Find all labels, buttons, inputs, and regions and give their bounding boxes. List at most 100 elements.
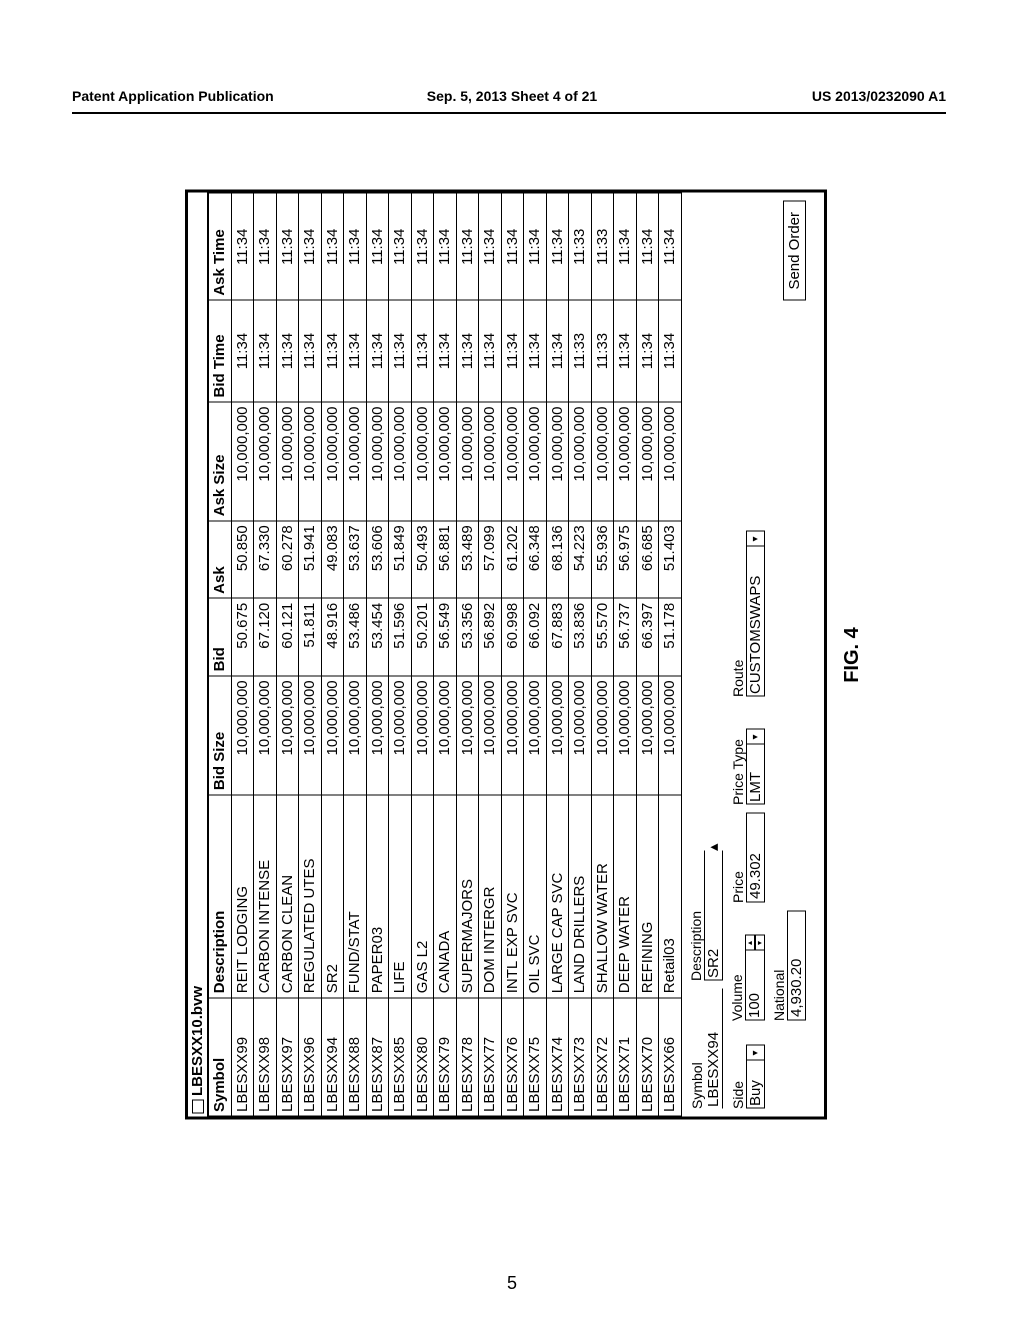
volume-down-icon[interactable]: ▾ (755, 935, 765, 951)
window-title: LBESXX10.bvw (189, 986, 206, 1096)
table-row[interactable]: LBESXX79CANADA10,000,00056.54956.88110,0… (434, 194, 457, 1117)
table-cell: 10,000,000 (479, 676, 502, 795)
table-cell: 10,000,000 (456, 676, 479, 795)
table-row[interactable]: LBESXX87PAPER0310,000,00053.45453.60610,… (366, 194, 389, 1117)
table-cell: 60.998 (501, 598, 524, 676)
table-cell: 53.356 (456, 598, 479, 676)
table-cell: LBESXX94 (321, 998, 344, 1117)
figure-wrapper: LBESXX10.bvw SymbolDescriptionBid SizeBi… (8, 368, 938, 943)
table-cell: 10,000,000 (636, 402, 659, 521)
table-row[interactable]: LBESXX97CARBON CLEAN10,000,00060.12160.2… (276, 194, 299, 1117)
table-cell: LBESXX76 (501, 998, 524, 1117)
table-cell: 11:34 (434, 194, 457, 301)
volume-up-icon[interactable]: ▴ (745, 935, 755, 951)
table-row[interactable]: LBESXX96REGULATED UTES10,000,00051.81151… (299, 194, 322, 1117)
pricetype-dropdown[interactable]: LMT ▾ (746, 705, 765, 805)
column-header: Ask Time (209, 194, 232, 301)
table-cell: 57.099 (479, 521, 502, 599)
table-row[interactable]: LBESXX98CARBON INTENSE10,000,00067.12067… (254, 194, 277, 1117)
table-cell: LBESXX80 (411, 998, 434, 1117)
table-cell: 53.606 (366, 521, 389, 599)
table-cell: 10,000,000 (411, 402, 434, 521)
table-row[interactable]: LBESXX78SUPERMAJORS10,000,00053.35653.48… (456, 194, 479, 1117)
table-cell: 10,000,000 (389, 676, 412, 795)
table-cell: 10,000,000 (546, 402, 569, 521)
table-cell: 10,000,000 (276, 402, 299, 521)
column-header: Bid (209, 598, 232, 676)
table-row[interactable]: LBESXX66Retail0310,000,00051.17851.40310… (659, 194, 682, 1117)
table-cell: 11:34 (299, 300, 322, 402)
table-cell: 53.637 (344, 521, 367, 599)
table-cell: 10,000,000 (366, 676, 389, 795)
table-cell: 11:33 (591, 300, 614, 402)
table-cell: LBESXX71 (614, 998, 637, 1117)
table-cell: 11:34 (524, 194, 547, 301)
table-cell: 11:34 (389, 300, 412, 402)
table-cell: 11:34 (501, 194, 524, 301)
publication-header: Patent Application Publication Sep. 5, 2… (0, 88, 1024, 104)
header-rule (72, 112, 946, 114)
table-cell: 11:34 (231, 194, 254, 301)
table-cell: LIFE (389, 795, 412, 998)
table-cell: 48.916 (321, 598, 344, 676)
send-order-button[interactable]: Send Order (783, 201, 806, 301)
publication-right: US 2013/0232090 A1 (812, 88, 946, 104)
table-cell: 11:34 (524, 300, 547, 402)
table-cell: 50.201 (411, 598, 434, 676)
table-cell: 11:34 (636, 300, 659, 402)
column-header: Ask Size (209, 402, 232, 521)
chevron-down-icon: ▾ (746, 1045, 765, 1061)
table-cell: 50.675 (231, 598, 254, 676)
table-cell: LBESXX78 (456, 998, 479, 1117)
national-label: National (771, 911, 787, 1021)
system-menu-icon[interactable] (192, 1100, 204, 1114)
table-cell: 10,000,000 (254, 676, 277, 795)
table-cell: LARGE CAP SVC (546, 795, 569, 998)
price-input[interactable]: 49.302 (746, 813, 765, 903)
table-row[interactable]: LBESXX88FUND/STAT10,000,00053.48653.6371… (344, 194, 367, 1117)
table-row[interactable]: LBESXX70REFINING10,000,00066.39766.68510… (636, 194, 659, 1117)
table-cell: 11:34 (254, 194, 277, 301)
titlebar: LBESXX10.bvw (188, 193, 208, 1117)
table-cell: 10,000,000 (636, 676, 659, 795)
table-row[interactable]: LBESXX76INTL EXP SVC10,000,00060.99861.2… (501, 194, 524, 1117)
figure-caption: FIG. 4 (841, 190, 864, 1120)
table-cell: 56.737 (614, 598, 637, 676)
side-dropdown[interactable]: Buy ▾ (746, 1029, 765, 1109)
volume-stepper[interactable]: 100 ▴ ▾ (745, 911, 765, 1021)
table-cell: DEEP WATER (614, 795, 637, 998)
table-row[interactable]: LBESXX72SHALLOW WATER10,000,00055.57055.… (591, 194, 614, 1117)
table-row[interactable]: LBESXX94SR210,000,00048.91649.08310,000,… (321, 194, 344, 1117)
table-cell: 10,000,000 (321, 676, 344, 795)
description-scroll-up-icon[interactable]: ▴ (704, 843, 723, 851)
table-cell: 49.083 (321, 521, 344, 599)
table-row[interactable]: LBESXX77DOM INTERGR10,000,00056.89257.09… (479, 194, 502, 1117)
table-cell: LBESXX79 (434, 998, 457, 1117)
table-row[interactable]: LBESXX73LAND DRILLERS10,000,00053.83654.… (569, 194, 592, 1117)
chevron-down-icon: ▾ (746, 531, 765, 547)
table-cell: 10,000,000 (344, 402, 367, 521)
table-cell: PAPER03 (366, 795, 389, 998)
table-row[interactable]: LBESXX71DEEP WATER10,000,00056.73756.975… (614, 194, 637, 1117)
table-cell: 50.493 (411, 521, 434, 599)
table-cell: DOM INTERGR (479, 795, 502, 998)
table-cell: GAS L2 (411, 795, 434, 998)
route-dropdown[interactable]: CUSTOMSWAPS ▾ (746, 517, 765, 697)
table-row[interactable]: LBESXX85LIFE10,000,00051.59651.84910,000… (389, 194, 412, 1117)
quotes-table: SymbolDescriptionBid SizeBidAskAsk SizeB… (208, 193, 682, 1117)
table-row[interactable]: LBESXX99REIT LODGING10,000,00050.67550.8… (231, 194, 254, 1117)
symbol-input[interactable]: LBESXX94 (705, 989, 723, 1109)
table-cell: 56.549 (434, 598, 457, 676)
table-cell: 10,000,000 (254, 402, 277, 521)
table-row[interactable]: LBESXX74LARGE CAP SVC10,000,00067.88368.… (546, 194, 569, 1117)
table-cell: 53.836 (569, 598, 592, 676)
table-cell: LBESXX85 (389, 998, 412, 1117)
table-cell: 60.278 (276, 521, 299, 599)
table-cell: REGULATED UTES (299, 795, 322, 998)
table-cell: 51.403 (659, 521, 682, 599)
table-cell: 10,000,000 (591, 676, 614, 795)
table-cell: 11:34 (614, 194, 637, 301)
description-label: Description (688, 843, 704, 981)
table-row[interactable]: LBESXX80GAS L210,000,00050.20150.49310,0… (411, 194, 434, 1117)
table-row[interactable]: LBESXX75OIL SVC10,000,00066.09266.34810,… (524, 194, 547, 1117)
